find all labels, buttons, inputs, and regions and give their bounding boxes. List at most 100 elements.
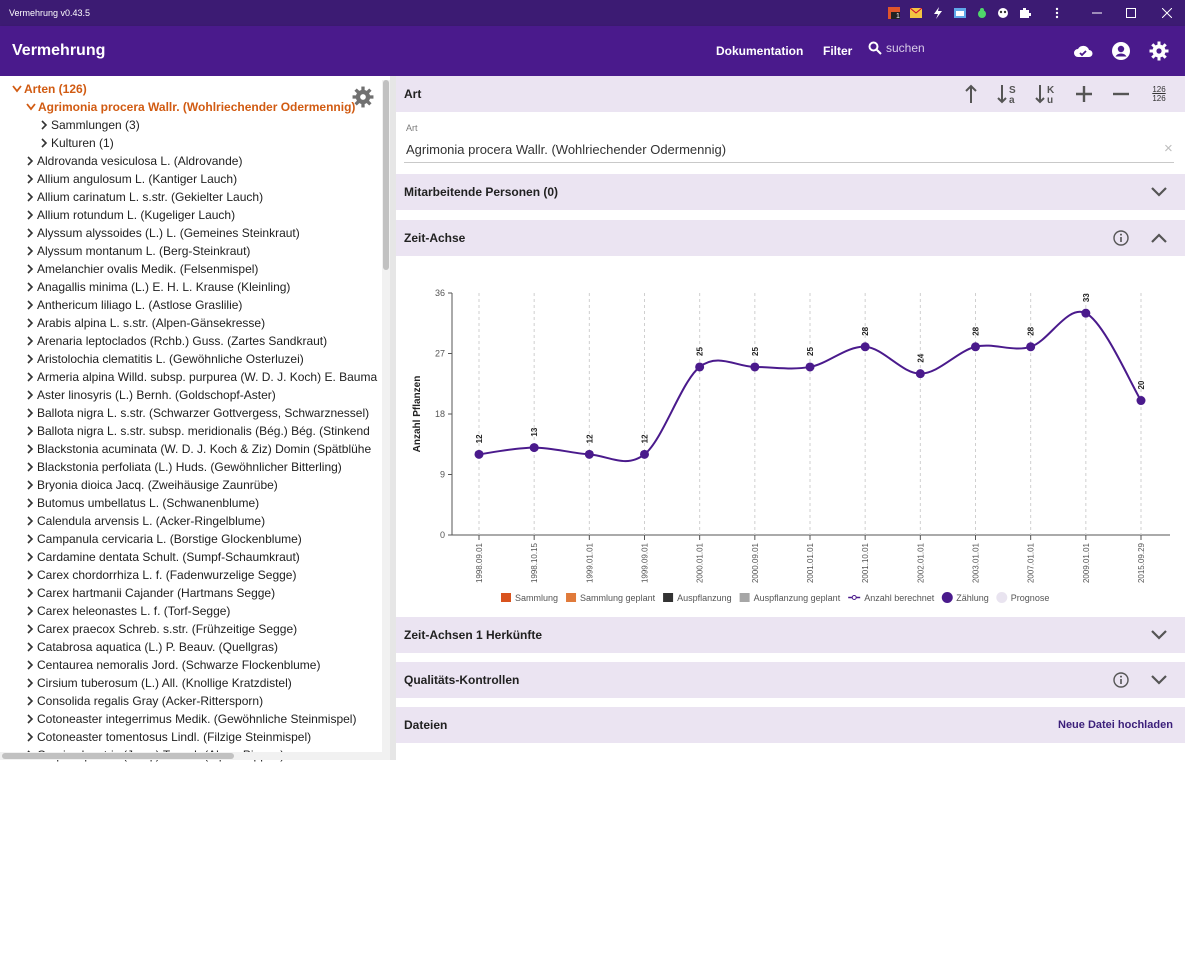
tree-item[interactable]: Cirsium tuberosum (L.) All. (Knollige Kr… bbox=[23, 674, 292, 692]
chevron-down-icon[interactable] bbox=[1147, 623, 1171, 647]
tree-item[interactable]: Consolida regalis Gray (Acker-Ritterspor… bbox=[23, 692, 263, 710]
chevron-right-icon[interactable] bbox=[23, 174, 37, 184]
tree-item[interactable]: Arabis alpina L. s.str. (Alpen-Gänsekres… bbox=[23, 314, 265, 332]
chevron-down-icon[interactable] bbox=[10, 85, 24, 93]
tree-root-label[interactable]: Arten (126) bbox=[24, 82, 87, 96]
tree-item-label[interactable]: Aldrovanda vesiculosa L. (Aldrovande) bbox=[37, 154, 243, 168]
tree-root[interactable]: Arten (126) bbox=[10, 80, 87, 98]
chevron-right-icon[interactable] bbox=[23, 246, 37, 256]
tree-item-label[interactable]: Allium angulosum L. (Kantiger Lauch) bbox=[37, 172, 238, 186]
info-icon[interactable] bbox=[1109, 668, 1133, 692]
chevron-right-icon[interactable] bbox=[23, 660, 37, 670]
chevron-right-icon[interactable] bbox=[23, 678, 37, 688]
chevron-right-icon[interactable] bbox=[23, 462, 37, 472]
tree-item[interactable]: Armeria alpina Willd. subsp. purpurea (W… bbox=[23, 368, 377, 386]
tree-item[interactable]: Ballota nigra L. s.str. (Schwarzer Gottv… bbox=[23, 404, 369, 422]
herkuenfte-header[interactable]: Zeit-Achsen 1 Herkünfte bbox=[396, 617, 1185, 653]
chevron-right-icon[interactable] bbox=[23, 408, 37, 418]
add-icon[interactable] bbox=[1072, 82, 1096, 106]
tree-child-item[interactable]: Sammlungen (3) bbox=[37, 116, 140, 134]
chevron-right-icon[interactable] bbox=[23, 552, 37, 562]
chevron-right-icon[interactable] bbox=[23, 696, 37, 706]
tree-item-label[interactable]: Blackstonia perfoliata (L.) Huds. (Gewöh… bbox=[37, 460, 342, 474]
chevron-right-icon[interactable] bbox=[23, 606, 37, 616]
tree-item[interactable]: Catabrosa aquatica (L.) P. Beauv. (Quell… bbox=[23, 638, 278, 656]
tree-item[interactable]: Butomus umbellatus L. (Schwanenblume) bbox=[23, 494, 259, 512]
qk-header[interactable]: Qualitäts-Kontrollen bbox=[396, 662, 1185, 698]
tree-item-label[interactable]: Carex hartmanii Cajander (Hartmans Segge… bbox=[37, 586, 276, 600]
tree-item-label[interactable]: Anagallis minima (L.) E. H. L. Krause (K… bbox=[37, 280, 291, 294]
chevron-right-icon[interactable] bbox=[23, 192, 37, 202]
tree-item-label[interactable]: Cotoneaster tomentosus Lindl. (Filzige S… bbox=[37, 730, 312, 744]
chevron-right-icon[interactable] bbox=[23, 282, 37, 292]
tree-item[interactable]: Carex hartmanii Cajander (Hartmans Segge… bbox=[23, 584, 275, 602]
app-brand[interactable]: Vermehrung bbox=[12, 42, 106, 59]
scrollbar-thumb[interactable] bbox=[2, 753, 234, 759]
tree-item[interactable]: Carex praecox Schreb. s.str. (Frühzeitig… bbox=[23, 620, 297, 638]
chevron-right-icon[interactable] bbox=[23, 210, 37, 220]
mail-icon[interactable] bbox=[910, 7, 922, 19]
tree-item-label[interactable]: Calendula arvensis L. (Acker-Ringelblume… bbox=[37, 514, 266, 528]
tree-item[interactable]: Allium carinatum L. s.str. (Gekielter La… bbox=[23, 188, 263, 206]
zeitachse-header[interactable]: Zeit-Achse bbox=[396, 220, 1185, 256]
settings-gear-icon[interactable] bbox=[1149, 41, 1169, 61]
chevron-right-icon[interactable] bbox=[23, 156, 37, 166]
search-input[interactable] bbox=[886, 41, 1006, 55]
tree-item[interactable]: Arenaria leptoclados (Rchb.) Guss. (Zart… bbox=[23, 332, 327, 350]
tree-item[interactable]: Anthericum liliago L. (Astlose Graslilie… bbox=[23, 296, 242, 314]
chevron-right-icon[interactable] bbox=[37, 138, 51, 148]
remove-icon[interactable] bbox=[1109, 82, 1133, 106]
tree-item[interactable]: Ballota nigra L. s.str. subsp. meridiona… bbox=[23, 422, 370, 440]
tree-item-label[interactable]: Alyssum montanum L. (Berg-Steinkraut) bbox=[37, 244, 251, 258]
chevron-right-icon[interactable] bbox=[23, 354, 37, 364]
tree-item-label[interactable]: Catabrosa aquatica (L.) P. Beauv. (Quell… bbox=[37, 640, 279, 654]
tree-child-label[interactable]: Kulturen (1) bbox=[51, 136, 114, 150]
scrollbar-thumb[interactable] bbox=[383, 80, 389, 270]
close-window-button[interactable] bbox=[1149, 0, 1185, 26]
tree-item-label[interactable]: Cirsium tuberosum (L.) All. (Knollige Kr… bbox=[37, 676, 292, 690]
nav-filter[interactable]: Filter bbox=[823, 44, 853, 58]
tree-vertical-scrollbar[interactable] bbox=[382, 80, 390, 760]
tree-child-item[interactable]: Kulturen (1) bbox=[37, 134, 114, 152]
tree-item-label[interactable]: Amelanchier ovalis Medik. (Felsenmispel) bbox=[37, 262, 259, 276]
upload-file-link[interactable]: Neue Datei hochladen bbox=[1058, 719, 1173, 731]
cow-icon[interactable] bbox=[997, 7, 1009, 19]
chevron-right-icon[interactable] bbox=[23, 714, 37, 724]
extension-icon[interactable] bbox=[888, 7, 900, 19]
chevron-right-icon[interactable] bbox=[23, 732, 37, 742]
tree-item-label[interactable]: Carex chordorrhiza L. f. (Fadenwurzelige… bbox=[37, 568, 297, 582]
tree-item[interactable]: Allium rotundum L. (Kugeliger Lauch) bbox=[23, 206, 235, 224]
chevron-right-icon[interactable] bbox=[23, 426, 37, 436]
tree-item-label[interactable]: Aster linosyris (L.) Bernh. (Goldschopf-… bbox=[37, 388, 276, 402]
chevron-right-icon[interactable] bbox=[23, 336, 37, 346]
tree-item-label[interactable]: Consolida regalis Gray (Acker-Ritterspor… bbox=[37, 694, 264, 708]
tree-settings-gear-icon[interactable] bbox=[352, 86, 374, 108]
tree-item-label[interactable]: Arabis alpina L. s.str. (Alpen-Gänsekres… bbox=[37, 316, 266, 330]
tree-item[interactable]: Blackstonia perfoliata (L.) Huds. (Gewöh… bbox=[23, 458, 342, 476]
chevron-right-icon[interactable] bbox=[23, 318, 37, 328]
chevron-down-icon[interactable] bbox=[1147, 668, 1171, 692]
chevron-right-icon[interactable] bbox=[37, 120, 51, 130]
tree-item-label[interactable]: Arenaria leptoclados (Rchb.) Guss. (Zart… bbox=[37, 334, 328, 348]
tree-item-active-label[interactable]: Agrimonia procera Wallr. (Wohlriechender… bbox=[38, 100, 356, 114]
chevron-down-icon[interactable] bbox=[24, 103, 38, 111]
tree-item-label[interactable]: Anthericum liliago L. (Astlose Graslilie… bbox=[37, 298, 243, 312]
arrow-up-icon[interactable] bbox=[959, 82, 983, 106]
tree-item[interactable]: Amelanchier ovalis Medik. (Felsenmispel) bbox=[23, 260, 258, 278]
tree-item[interactable]: Centaurea nemoralis Jord. (Schwarze Floc… bbox=[23, 656, 320, 674]
tree-item-label[interactable]: Alyssum alyssoides (L.) L. (Gemeines Ste… bbox=[37, 226, 300, 240]
tree-item[interactable]: Alyssum montanum L. (Berg-Steinkraut) bbox=[23, 242, 250, 260]
tree-item[interactable]: Campanula cervicaria L. (Borstige Glocke… bbox=[23, 530, 302, 548]
tree-item[interactable]: Calendula arvensis L. (Acker-Ringelblume… bbox=[23, 512, 265, 530]
chevron-right-icon[interactable] bbox=[23, 390, 37, 400]
chevron-right-icon[interactable] bbox=[23, 264, 37, 274]
personen-header[interactable]: Mitarbeitende Personen (0) bbox=[396, 174, 1185, 210]
nav-documentation[interactable]: Dokumentation bbox=[716, 44, 804, 58]
chevron-right-icon[interactable] bbox=[23, 480, 37, 490]
tree-item[interactable]: Carex chordorrhiza L. f. (Fadenwurzelige… bbox=[23, 566, 296, 584]
tree-item-label[interactable]: Carex heleonastes L. f. (Torf-Segge) bbox=[37, 604, 231, 618]
chevron-right-icon[interactable] bbox=[23, 516, 37, 526]
chevron-right-icon[interactable] bbox=[23, 534, 37, 544]
